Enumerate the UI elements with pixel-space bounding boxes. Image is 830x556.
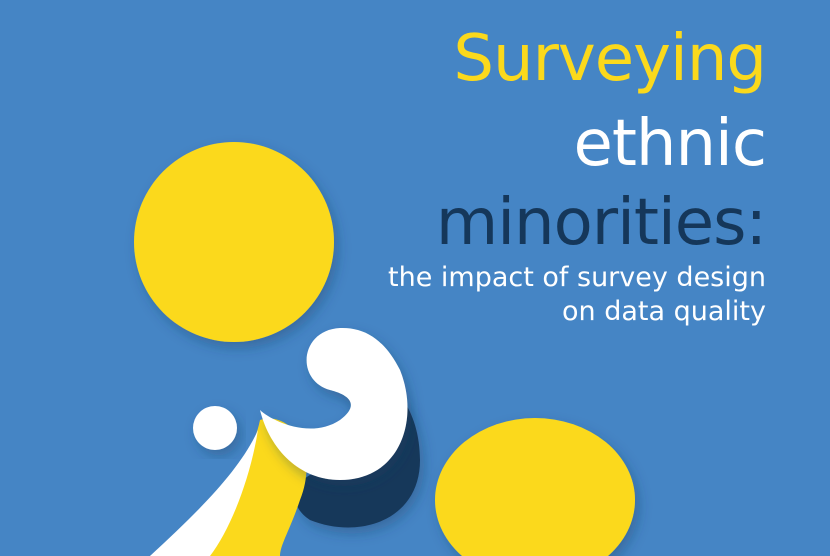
title-line: ethnic — [573, 107, 767, 181]
white-dot — [193, 406, 237, 450]
white-shape — [150, 430, 258, 556]
yellow-circle — [435, 418, 635, 556]
title-line: Surveying — [453, 22, 767, 96]
yellow-circle — [134, 142, 334, 342]
white-shape — [260, 327, 408, 480]
subtitle-line: the impact of survey design — [388, 262, 766, 293]
title-line: minorities: — [435, 186, 767, 260]
subtitle-line: on data quality — [562, 296, 766, 327]
